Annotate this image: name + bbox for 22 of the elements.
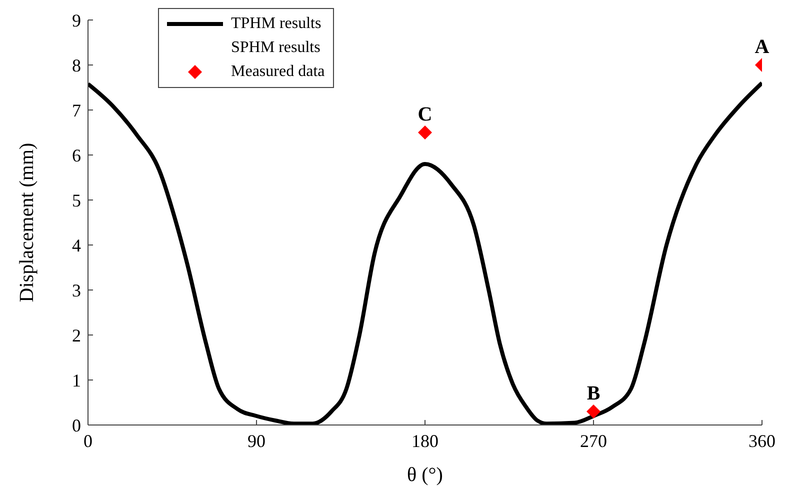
y-tick-label: 8 xyxy=(72,55,81,76)
x-tick-label: 90 xyxy=(248,430,266,451)
y-tick-label: 5 xyxy=(72,190,81,210)
legend-label: Measured data xyxy=(231,63,325,81)
text: SPHM results xyxy=(231,39,320,57)
x-axis-title: θ (°) xyxy=(407,464,443,486)
y-tick-label: 3 xyxy=(72,280,81,300)
x-tick-label: 180 xyxy=(412,430,438,451)
y-axis-title: Displacement (mm) xyxy=(16,142,38,302)
y-tick-label: 2 xyxy=(72,325,81,346)
annotation: C xyxy=(418,104,432,126)
y-tick-label: 4 xyxy=(72,235,81,256)
legend-label: TPHM results xyxy=(231,15,322,33)
x-tick-label: 360 xyxy=(748,430,776,451)
y-tick-label: 6 xyxy=(72,145,81,166)
annotation: B xyxy=(586,382,600,404)
y-tick-label: 9 xyxy=(72,10,81,30)
y-tick-label: 7 xyxy=(72,100,81,120)
y-tick-label: 1 xyxy=(72,370,81,390)
x-tick-label: 270 xyxy=(580,430,607,451)
y-tick-label: 0 xyxy=(72,415,81,436)
annotation: A xyxy=(754,36,770,58)
